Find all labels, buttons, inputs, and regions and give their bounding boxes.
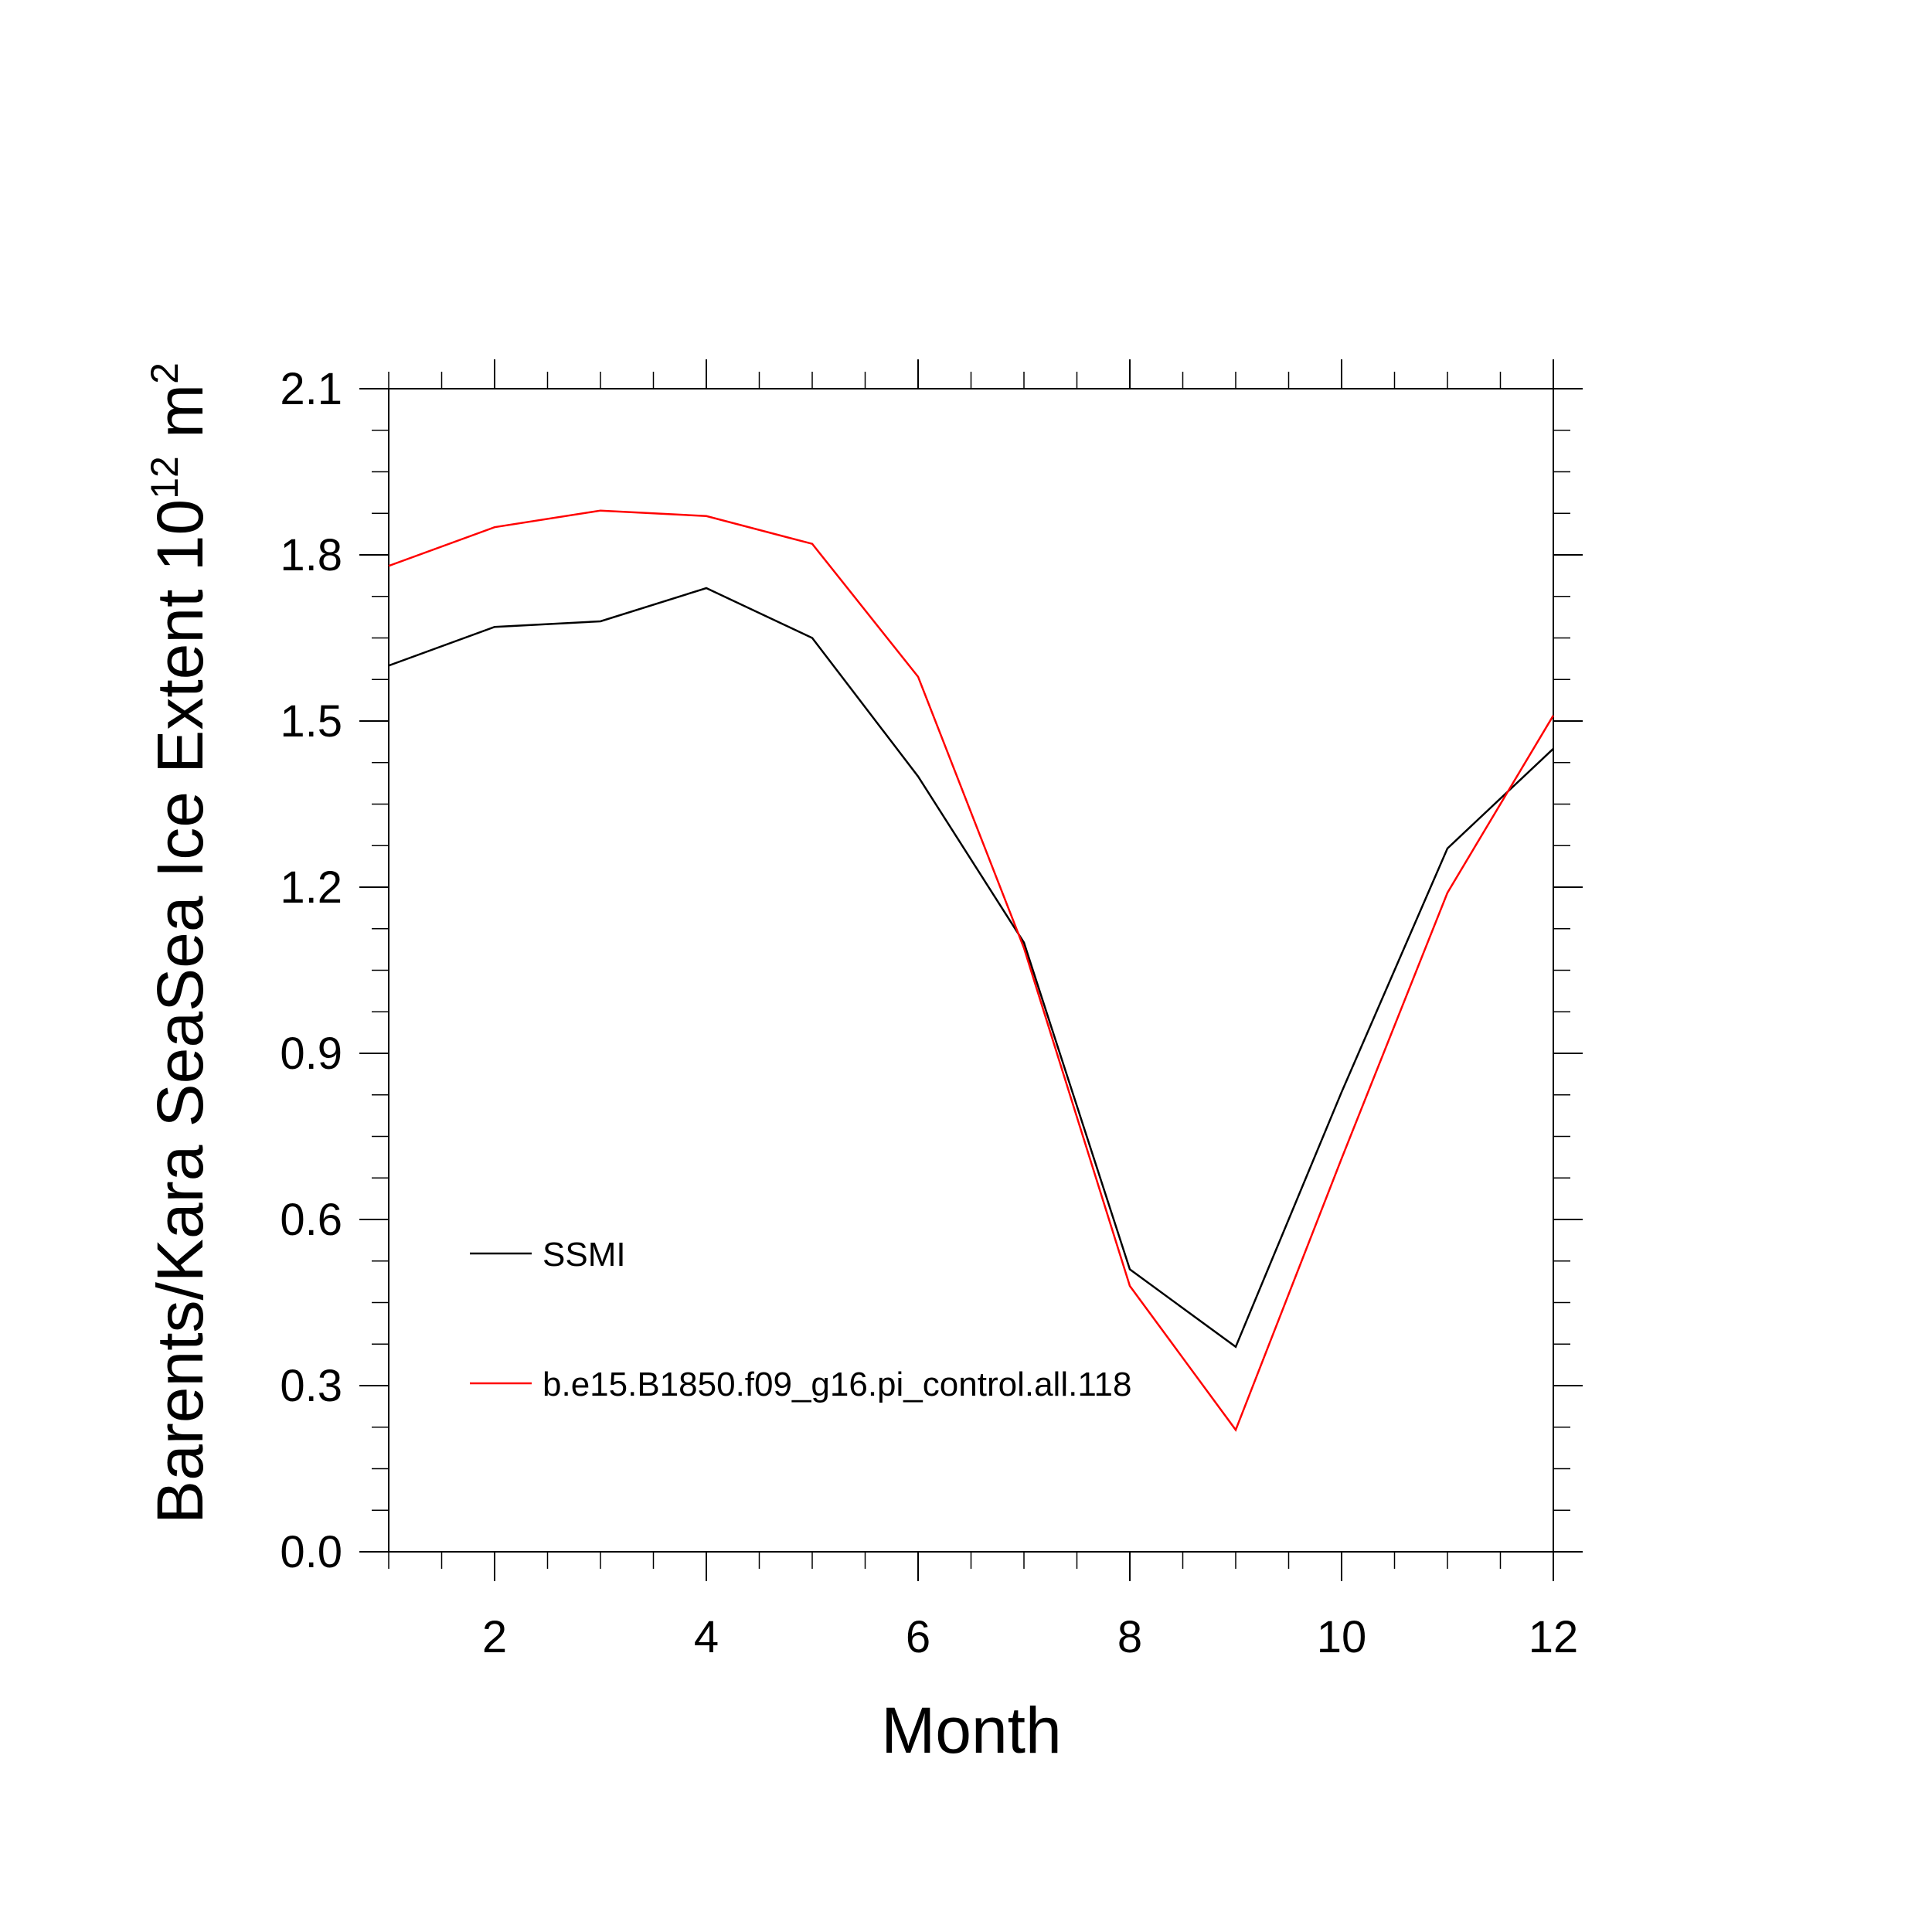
y-tick-label: 1.8 [280, 530, 342, 580]
x-tick-labels: 2 4 6 8 10 12 [482, 1612, 1578, 1662]
y-tick-label: 0.3 [280, 1361, 342, 1411]
y-axis-title: Barents/Kara SeaSea Ice Extent 1012 m2 [143, 362, 216, 1524]
major-ticks [359, 359, 1583, 1581]
series-line-ssmi [388, 587, 1554, 1349]
y-tick-label: 0.0 [280, 1527, 342, 1577]
y-tick-label: 0.9 [280, 1029, 342, 1079]
y-axis-title-unit: m [144, 384, 216, 456]
x-tick-label: 12 [1529, 1612, 1579, 1662]
plot-frame [388, 388, 1554, 1553]
series-line-model [388, 509, 1555, 1432]
x-tick-label: 8 [1117, 1612, 1142, 1662]
y-tick-label: 1.2 [280, 862, 342, 913]
series-lines [388, 509, 1555, 1432]
y-tick-label: 1.5 [280, 696, 342, 747]
legend-label: b.e15.B1850.f09_g16.pi_control.all.118 [543, 1366, 1131, 1403]
y-axis-title-exponent: 12 [143, 456, 186, 499]
x-tick-label: 4 [694, 1612, 719, 1662]
legend: SSMI b.e15.B1850.f09_g16.pi_control.all.1… [470, 1236, 1131, 1403]
x-tick-label: 10 [1317, 1612, 1367, 1662]
y-axis-title-unit-exponent: 2 [143, 362, 186, 384]
x-tick-label: 6 [906, 1612, 930, 1662]
y-tick-label: 0.6 [280, 1195, 342, 1245]
y-tick-label: 2.1 [280, 364, 342, 414]
x-tick-label: 2 [482, 1612, 507, 1662]
x-axis-title: Month [881, 1694, 1061, 1767]
legend-label: SSMI [543, 1236, 626, 1274]
y-tick-labels: 0.0 0.3 0.6 0.9 1.2 1.5 1.8 2.1 [280, 364, 342, 1577]
y-axis-title-main: Barents/Kara SeaSea Ice Extent 10 [144, 499, 216, 1524]
